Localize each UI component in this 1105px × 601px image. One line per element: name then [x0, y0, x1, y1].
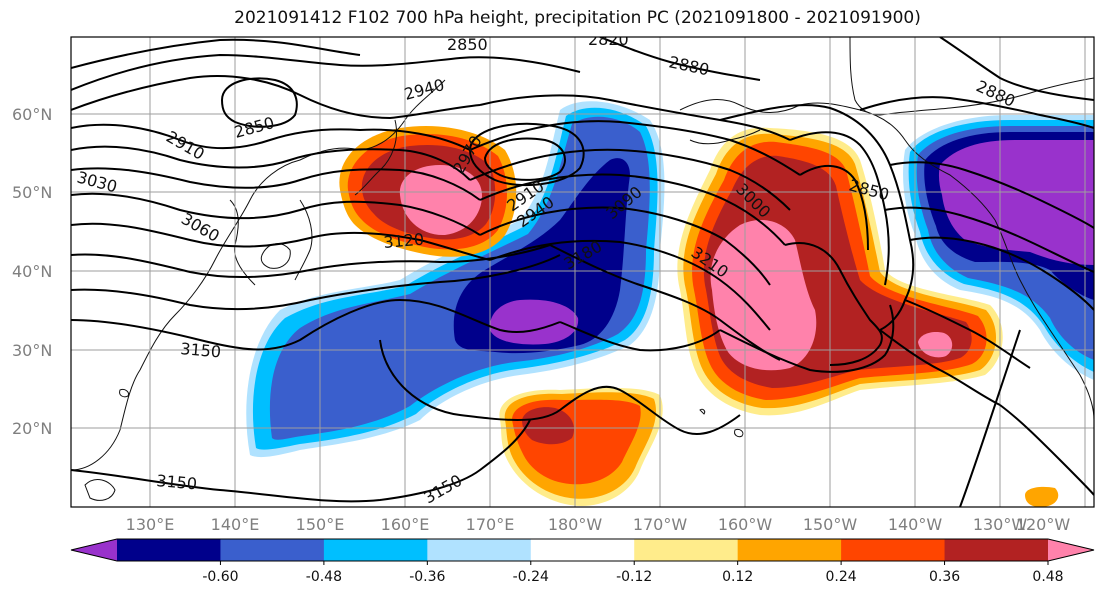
- colorbar-tick-label: 0.36: [929, 569, 960, 585]
- lon-label: 160°W: [718, 515, 773, 534]
- colorbar-tick-label: -0.36: [409, 569, 445, 585]
- colorbar-segment: [530, 539, 635, 561]
- lat-label: 40°N: [12, 262, 52, 281]
- colorbar-extend-min: [71, 539, 117, 561]
- lon-label: 140°E: [211, 515, 260, 534]
- lon-label: 170°E: [466, 515, 515, 534]
- lon-label: 120°W: [1016, 515, 1071, 534]
- latitude-labels: 60°N 50°N 40°N 30°N 20°N: [12, 105, 52, 438]
- height-contours: [71, 37, 1094, 507]
- colorbar-tick-label: 0.48: [1032, 569, 1063, 585]
- lon-label: 150°E: [296, 515, 345, 534]
- colorbar-segment: [841, 539, 946, 561]
- lon-label: 170°W: [633, 515, 688, 534]
- lat-label: 60°N: [12, 105, 52, 124]
- negative-anomaly-west-pacific: [246, 101, 665, 458]
- lon-label: 180°W: [548, 515, 603, 534]
- colorbar-segment: [427, 539, 532, 561]
- colorbar-segment: [634, 539, 739, 561]
- colorbar-segment: [117, 539, 221, 561]
- colorbar-tick-label: -0.60: [202, 569, 238, 585]
- lon-label: 130°W: [973, 515, 1028, 534]
- colorbar-segment: [944, 539, 1049, 561]
- map-title: 2021091412 F102 700 hPa height, precipit…: [234, 8, 921, 28]
- colorbar-segment: [220, 539, 325, 561]
- map-border: [70, 36, 1095, 508]
- colorbar-tick-label: -0.24: [513, 569, 549, 585]
- colorbar-tick-label: 0.12: [722, 569, 753, 585]
- contour-label: 2850: [447, 35, 488, 54]
- contour-label: 3150: [156, 471, 198, 493]
- lon-label: 140°W: [888, 515, 943, 534]
- colorbar-segment: [737, 539, 842, 561]
- colorbar-tick-label: -0.48: [306, 569, 342, 585]
- contour-label: 3120: [383, 230, 425, 252]
- coastlines: [71, 37, 1094, 501]
- lon-label: 130°E: [126, 515, 175, 534]
- colorbar-tick-label: -0.12: [616, 569, 652, 585]
- contour-label: 2820: [588, 30, 629, 49]
- colorbar-outline: [70, 538, 1095, 562]
- lat-label: 20°N: [12, 419, 52, 438]
- longitude-labels: 130°E 140°E 150°E 160°E 170°E 180°W 170°…: [126, 515, 1071, 534]
- lon-label: 160°E: [381, 515, 430, 534]
- contour-label: 3150: [180, 339, 222, 361]
- colorbar-tick-label: 0.24: [826, 569, 857, 585]
- graticule: [71, 37, 1094, 507]
- colorbar: -0.60 -0.48 -0.36 -0.24 -0.12 0.12 0.24 0.36 0.4…: [70, 538, 1095, 585]
- lon-label: 150°W: [803, 515, 858, 534]
- colorbar-extend-max: [1048, 539, 1094, 561]
- map-content: 2850 2820 2880 2940 2910 2850 3030 2970 …: [71, 30, 1094, 507]
- lat-label: 30°N: [12, 341, 52, 360]
- colorbar-segment: [323, 539, 428, 561]
- lat-label: 50°N: [12, 183, 52, 202]
